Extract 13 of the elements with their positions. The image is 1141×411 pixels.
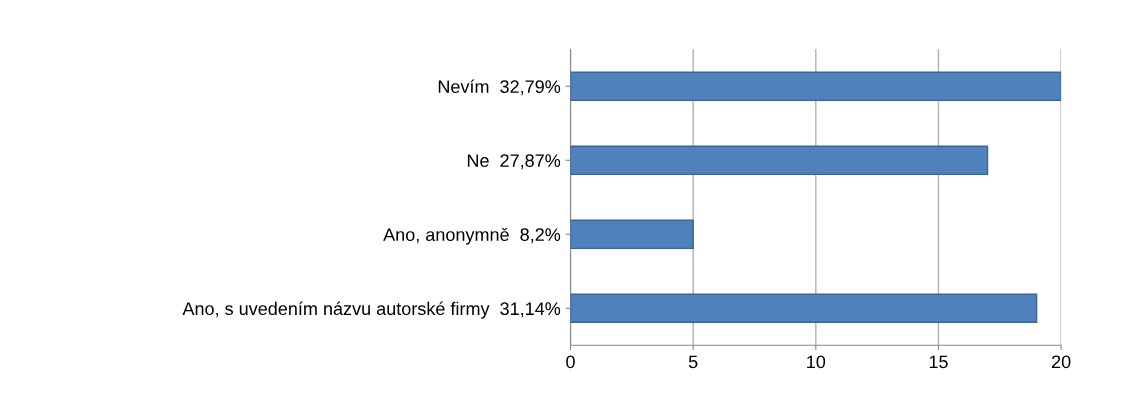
y-tick-label: Ano, anonymně 8,2% — [383, 227, 561, 245]
bar — [570, 293, 1038, 324]
x-tick-label: 5 — [688, 355, 698, 369]
x-tick-label: 0 — [566, 355, 575, 369]
bar — [570, 145, 989, 176]
bar — [570, 219, 694, 250]
x-tick-label: 10 — [807, 355, 826, 369]
y-tick-label: Nevím 32,79% — [438, 79, 561, 96]
y-tick-label: Ne 27,87% — [467, 154, 561, 170]
y-tick-label: Ano, s uvedením názvu autorské firmy 31,14% — [182, 301, 561, 319]
bar — [570, 71, 1062, 102]
x-tick-label: 15 — [929, 355, 948, 369]
x-tick-label: 20 — [1052, 355, 1071, 369]
